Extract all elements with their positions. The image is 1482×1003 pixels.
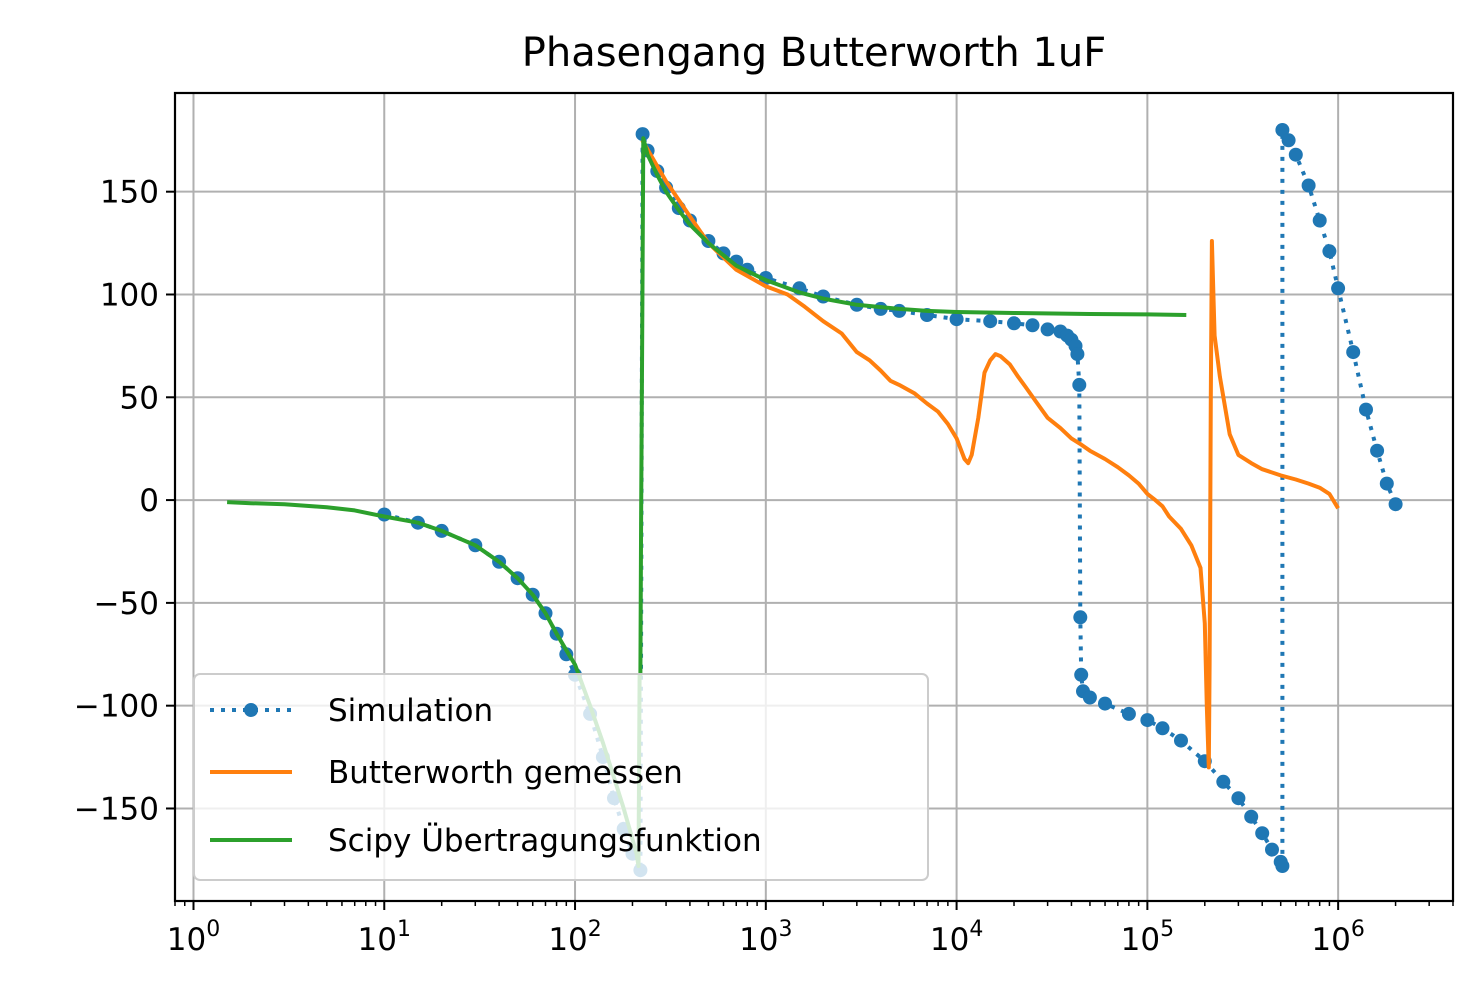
chart-title: Phasengang Butterworth 1uF: [522, 30, 1107, 76]
data-point-simulation: [1388, 497, 1403, 512]
legend-label-butterworth: Butterworth gemessen: [328, 755, 683, 791]
y-tick-label: −150: [74, 791, 159, 827]
data-point-simulation: [1070, 347, 1085, 362]
series-butterworth-gemessen: [640, 139, 1340, 770]
legend-marker-simulation: [244, 703, 258, 717]
data-point-simulation: [1174, 733, 1188, 748]
y-tick-label: −50: [94, 586, 159, 622]
data-point-simulation: [1216, 774, 1231, 789]
data-point-simulation: [1359, 402, 1373, 417]
data-point-simulation: [1370, 443, 1385, 458]
plot-frame: [173, 91, 1455, 903]
data-point-simulation: [1098, 696, 1112, 711]
data-point-simulation: [1281, 133, 1296, 148]
y-tick-label: 100: [100, 277, 159, 313]
data-point-simulation: [1140, 713, 1155, 728]
data-point-simulation: [1072, 377, 1087, 392]
data-point-simulation: [1074, 667, 1089, 682]
data-point-simulation: [1155, 721, 1170, 736]
data-point-simulation: [949, 312, 964, 327]
y-tick-label: −100: [74, 689, 159, 725]
data-point-simulation: [1346, 345, 1361, 360]
series-layer: [227, 122, 1403, 878]
data-point-simulation: [1322, 244, 1337, 259]
data-point-simulation: [1040, 322, 1055, 337]
data-point-simulation: [1255, 826, 1270, 841]
data-point-simulation: [983, 314, 998, 329]
data-point-simulation: [1121, 706, 1136, 721]
series-line-simulation: [383, 122, 1398, 872]
legend-label-simulation: Simulation: [328, 693, 493, 729]
data-point-simulation: [1275, 859, 1290, 873]
data-point-simulation: [1379, 476, 1394, 491]
data-point-simulation: [1331, 281, 1346, 296]
legend: Simulation Butterworth gemessen Scipy Üb…: [193, 673, 929, 881]
y-tick-label: 50: [120, 380, 159, 416]
series-line-butterworth-gemessen: [640, 139, 1340, 770]
data-point-simulation: [1244, 809, 1259, 824]
data-point-simulation: [1275, 123, 1290, 137]
data-point-simulation: [1025, 318, 1040, 333]
data-point-simulation: [635, 127, 650, 142]
data-point-simulation: [1231, 791, 1246, 806]
data-point-simulation: [1073, 610, 1088, 625]
data-point-simulation: [1288, 147, 1303, 162]
y-tick-label: 0: [139, 483, 159, 519]
data-point-simulation: [1007, 316, 1021, 331]
y-tick-label: 150: [100, 175, 159, 211]
data-point-simulation: [1265, 842, 1279, 857]
data-point-simulation: [1082, 690, 1097, 705]
legend-label-scipy: Scipy Übertragungsfunktion: [328, 822, 762, 859]
legend-frame: [193, 673, 929, 881]
data-point-simulation: [1312, 213, 1327, 228]
data-point-simulation: [1301, 178, 1316, 193]
